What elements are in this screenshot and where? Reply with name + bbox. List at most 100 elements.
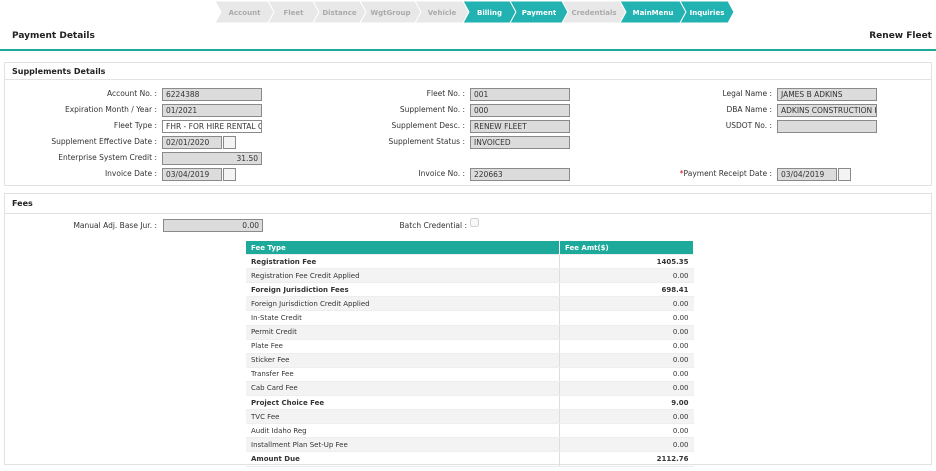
breadcrumb-step[interactable]: Distance <box>312 0 367 24</box>
fee-row: Foreign Jurisdiction Credit Applied 0.00 <box>246 296 694 312</box>
fee-amount: 0.00 <box>559 381 694 397</box>
label-text: Fleet No. : <box>426 89 465 98</box>
step-label: Payment <box>522 9 557 17</box>
label-text: Invoice Date : <box>104 168 157 178</box>
header-rule <box>0 49 936 51</box>
breadcrumb-step[interactable]: Billing <box>462 0 517 24</box>
field-input[interactable]: INVOICED <box>470 135 570 149</box>
fee-amount: 698.41 <box>559 282 694 298</box>
field-label: Supplement Status : <box>315 135 465 148</box>
breadcrumb-step[interactable]: MainMenu <box>619 0 687 24</box>
field-label: Supplement No. : <box>315 103 465 116</box>
fee-row: Foreign Jurisdiction Fees 698.41 <box>246 282 694 298</box>
field-input[interactable]: 220663 <box>470 167 570 181</box>
fee-row: Installment Plan Set-Up Fee 0.00 <box>246 437 694 453</box>
fee-type: Sticker Fee <box>246 353 560 368</box>
fee-row: Sticker Fee 0.00 <box>246 353 694 368</box>
calendar-button[interactable] <box>223 135 236 149</box>
batch-credential-checkbox[interactable] <box>470 218 479 227</box>
step-label: Credentials <box>571 9 616 17</box>
field-input[interactable]: ADKINS CONSTRUCTION INC <box>777 103 877 117</box>
fee-type: Registration Fee Credit Applied <box>246 268 560 284</box>
label-text: Expiration Month / Year : <box>64 104 157 114</box>
fee-row: Project Choice Fee 9.00 <box>246 395 694 411</box>
label-text: Payment Receipt Date : <box>683 168 772 178</box>
step-label: Billing <box>477 9 502 17</box>
field-input[interactable]: 001 <box>470 88 570 101</box>
label-text: Supplement No. : <box>399 104 465 114</box>
field-input[interactable]: 02/01/2020 <box>162 135 222 149</box>
label-text: DBA Name : <box>726 104 772 114</box>
field-input[interactable]: FHR - FOR HIRE RENTAL CARRIE <box>162 119 262 133</box>
label-text: Enterprise System Credit : <box>58 152 157 162</box>
fee-type: Cab Card Fee <box>246 381 560 397</box>
step-label: MainMenu <box>633 9 674 17</box>
field-label: Enterprise System Credit : <box>7 151 157 164</box>
page-title: Payment Details <box>12 31 95 41</box>
field-label: Batch Credential : <box>399 221 467 230</box>
fee-row: Permit Credit 0.00 <box>246 325 694 340</box>
label-text: Supplement Status : <box>388 136 465 146</box>
fee-type: Foreign Jurisdiction Credit Applied <box>246 296 560 312</box>
fee-row: TVC Fee 0.00 <box>246 409 694 425</box>
breadcrumb-step[interactable]: Inquiries <box>679 0 735 24</box>
breadcrumb-step[interactable]: WgtGroup <box>359 0 422 24</box>
fee-row: Audit Idaho Reg 0.00 <box>246 423 694 439</box>
field-label: Supplement Effective Date : <box>7 135 157 148</box>
field-input[interactable]: JAMES B ADKINS <box>777 88 877 101</box>
fee-row: Plate Fee 0.00 <box>246 339 694 354</box>
field-label: Invoice No. : <box>315 167 465 180</box>
breadcrumb-step[interactable]: Fleet <box>267 0 320 24</box>
fee-row: Registration Fee 1405.35 <box>246 254 694 270</box>
step-label: WgtGroup <box>370 9 410 17</box>
fee-type: Transfer Fee <box>246 367 560 382</box>
fee-type: Plate Fee <box>246 339 560 354</box>
breadcrumb-step[interactable]: Payment <box>509 0 569 24</box>
fee-type: Foreign Jurisdiction Fees <box>246 282 560 298</box>
breadcrumb-step[interactable]: Account <box>214 0 275 24</box>
step-label: Account <box>229 9 261 17</box>
field-input[interactable]: 03/04/2019 <box>777 167 837 181</box>
fee-amount: 0.00 <box>559 353 694 368</box>
section-rule <box>4 213 932 214</box>
label-text: USDOT No. : <box>725 120 772 130</box>
fee-amount: 0.00 <box>559 310 694 326</box>
field-label: *Payment Receipt Date : <box>622 167 772 180</box>
field-input[interactable]: 0.00 <box>163 219 263 232</box>
label-text: Fleet Type : <box>113 120 157 130</box>
field-input[interactable]: 03/04/2019 <box>162 167 222 181</box>
field-label: Fleet Type : <box>7 119 157 132</box>
section-title: Supplements Details <box>12 67 106 76</box>
fees-table: Fee Type Fee Amt($) Registration Fee 1405.… <box>246 241 694 467</box>
fee-type: Permit Credit <box>246 325 560 340</box>
fee-type: Registration Fee <box>246 254 560 270</box>
breadcrumb-step[interactable]: Credentials <box>561 0 627 24</box>
field-input[interactable]: 01/2021 <box>162 103 262 117</box>
calendar-button[interactable] <box>223 167 236 181</box>
fee-amount: 2112.76 <box>559 451 694 467</box>
fee-amount: 0.00 <box>559 325 694 340</box>
supplements-section <box>4 62 932 186</box>
fee-type: Project Choice Fee <box>246 395 560 411</box>
fee-type: In-State Credit <box>246 310 560 326</box>
label-text: Supplement Effective Date : <box>51 136 157 146</box>
field-input[interactable]: 6224388 <box>162 88 262 101</box>
field-label: Fleet No. : <box>315 87 465 100</box>
label-text: Account No. : <box>106 89 157 98</box>
field-input[interactable]: 000 <box>470 103 570 117</box>
field-input[interactable] <box>777 119 877 133</box>
fee-amount: 1405.35 <box>559 254 694 270</box>
fee-amount: 0.00 <box>559 367 694 382</box>
section-rule <box>4 79 932 80</box>
field-label: Expiration Month / Year : <box>7 103 157 116</box>
breadcrumb-step[interactable]: Vehicle <box>414 0 470 24</box>
fee-row: Cab Card Fee 0.00 <box>246 381 694 397</box>
step-shape <box>679 0 735 24</box>
calendar-button[interactable] <box>838 167 851 181</box>
fee-type: TVC Fee <box>246 409 560 425</box>
field-input[interactable]: 31.50 <box>162 151 262 165</box>
fee-amount: 0.00 <box>559 409 694 425</box>
field-input[interactable]: RENEW FLEET <box>470 119 570 133</box>
required-marker: * <box>679 168 684 178</box>
